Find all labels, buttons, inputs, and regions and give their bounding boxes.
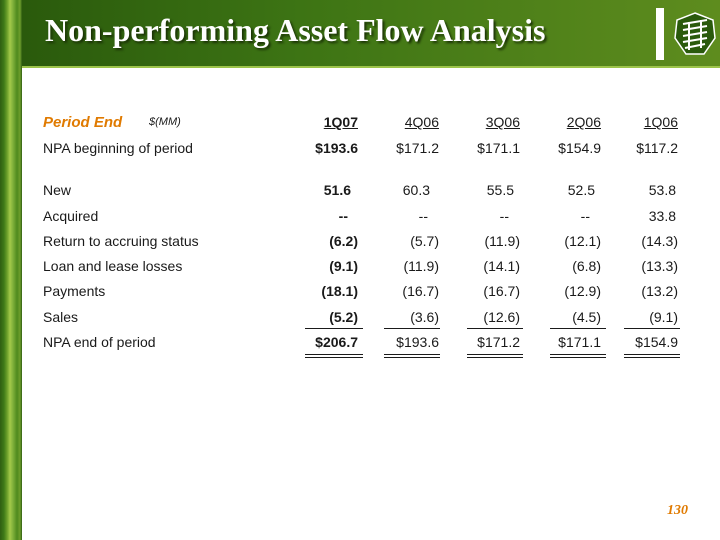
subtotal-rule bbox=[305, 328, 363, 329]
cell-value: (14.1) bbox=[483, 258, 520, 274]
cell-value: (5.2) bbox=[329, 309, 358, 325]
subtotal-rule bbox=[467, 328, 523, 329]
cell-value: $171.2 bbox=[396, 140, 439, 156]
table-row: Return to accruing status (6.2) (5.7) (1… bbox=[0, 233, 720, 251]
cell-value: (6.8) bbox=[572, 258, 601, 274]
table-row: New 51.6 60.3 55.5 52.5 53.8 bbox=[0, 182, 720, 200]
table-row: Loan and lease losses (9.1) (11.9) (14.1… bbox=[0, 258, 720, 276]
cell-value: $171.2 bbox=[477, 334, 520, 350]
cell-value: (11.9) bbox=[403, 258, 439, 274]
cell-value: (3.6) bbox=[410, 309, 439, 325]
cell-value: (13.3) bbox=[641, 258, 678, 274]
company-logo-icon bbox=[674, 12, 716, 55]
row-label: Payments bbox=[43, 283, 106, 299]
total-double-rule bbox=[550, 357, 606, 358]
cell-value: $154.9 bbox=[635, 334, 678, 350]
cell-value: (14.3) bbox=[641, 233, 678, 249]
cell-value: -- bbox=[580, 208, 590, 224]
cell-value: -- bbox=[338, 208, 348, 224]
total-double-rule bbox=[624, 357, 680, 358]
row-label: New bbox=[43, 182, 72, 198]
cell-value: (11.9) bbox=[484, 233, 520, 249]
cell-value: (12.9) bbox=[564, 283, 601, 299]
table-row: Sales (5.2) (3.6) (12.6) (4.5) (9.1) bbox=[0, 309, 720, 327]
row-label: NPA beginning of period bbox=[43, 140, 193, 156]
row-label: Acquired bbox=[43, 208, 99, 224]
row-label: Sales bbox=[43, 309, 79, 325]
unit-label: $(MM) bbox=[149, 116, 181, 128]
cell-value: (5.7) bbox=[410, 233, 439, 249]
total-double-rule bbox=[550, 354, 606, 355]
page-title: Non-performing Asset Flow Analysis bbox=[45, 12, 546, 48]
period-end-label: Period End bbox=[43, 114, 123, 131]
cell-value: (16.7) bbox=[483, 283, 520, 299]
cell-value: 33.8 bbox=[648, 208, 676, 224]
subtotal-rule bbox=[384, 328, 440, 329]
total-double-rule bbox=[467, 357, 523, 358]
cell-value: 52.5 bbox=[567, 182, 595, 198]
cell-value: (9.1) bbox=[329, 258, 358, 274]
total-double-rule bbox=[384, 357, 440, 358]
total-double-rule bbox=[467, 354, 523, 355]
column-header: 4Q06 bbox=[404, 114, 439, 130]
table-row: NPA beginning of period $193.6 $171.2 $1… bbox=[0, 140, 720, 158]
cell-value: $171.1 bbox=[477, 140, 520, 156]
column-header: 3Q06 bbox=[485, 114, 520, 130]
left-stripe-decoration bbox=[0, 0, 22, 540]
table-row: NPA end of period $206.7 $193.6 $171.2 $… bbox=[0, 334, 720, 352]
cell-value: -- bbox=[499, 208, 509, 224]
cell-value: $154.9 bbox=[558, 140, 601, 156]
cell-value: 51.6 bbox=[323, 182, 351, 198]
column-header: 2Q06 bbox=[566, 114, 601, 130]
subtotal-rule bbox=[550, 328, 606, 329]
cell-value: (9.1) bbox=[649, 309, 678, 325]
cell-value: (4.5) bbox=[572, 309, 601, 325]
row-label: Return to accruing status bbox=[43, 233, 199, 249]
cell-value: 53.8 bbox=[648, 182, 676, 198]
table-row: Payments (18.1) (16.7) (16.7) (12.9) (13… bbox=[0, 283, 720, 301]
page-number: 130 bbox=[667, 503, 688, 518]
cell-value: $193.6 bbox=[396, 334, 439, 350]
column-header: 1Q06 bbox=[643, 114, 678, 130]
subtotal-rule bbox=[624, 328, 680, 329]
total-double-rule bbox=[624, 354, 680, 355]
row-label: NPA end of period bbox=[43, 334, 156, 350]
cell-value: 55.5 bbox=[486, 182, 514, 198]
row-label: Loan and lease losses bbox=[43, 258, 183, 274]
cell-value: $117.2 bbox=[636, 140, 678, 156]
header-underline bbox=[22, 66, 720, 68]
cell-value: (13.2) bbox=[641, 283, 678, 299]
cell-value: (6.2) bbox=[329, 233, 358, 249]
cell-value: (12.1) bbox=[564, 233, 601, 249]
cell-value: $171.1 bbox=[558, 334, 601, 350]
header-band bbox=[22, 0, 720, 66]
cell-value: (12.6) bbox=[483, 309, 520, 325]
cell-value: $206.7 bbox=[315, 334, 358, 350]
cell-value: 60.3 bbox=[402, 182, 430, 198]
table-header-row: Period End $(MM) 1Q07 4Q06 3Q06 2Q06 1Q0… bbox=[0, 114, 720, 132]
header-divider-bar bbox=[656, 8, 664, 60]
column-header: 1Q07 bbox=[323, 114, 358, 130]
cell-value: (18.1) bbox=[321, 283, 358, 299]
total-double-rule bbox=[384, 354, 440, 355]
cell-value: -- bbox=[418, 208, 428, 224]
total-double-rule bbox=[305, 354, 363, 355]
table-row: Acquired -- -- -- -- 33.8 bbox=[0, 208, 720, 226]
cell-value: $193.6 bbox=[315, 140, 358, 156]
cell-value: (16.7) bbox=[402, 283, 439, 299]
total-double-rule bbox=[305, 357, 363, 358]
